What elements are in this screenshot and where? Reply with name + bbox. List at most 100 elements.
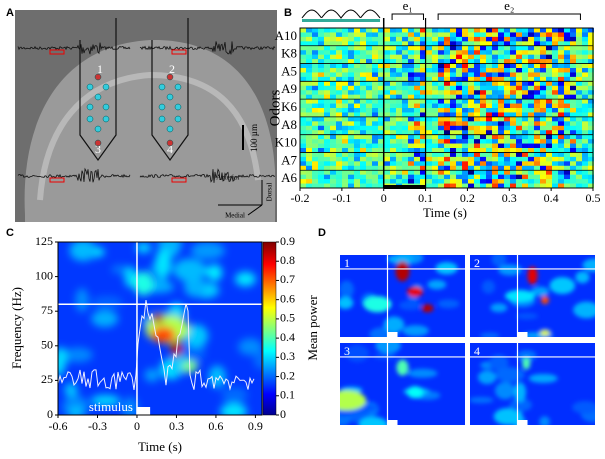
cell [414,54,420,60]
cell [588,116,594,122]
cell [444,68,450,73]
cell [336,139,342,144]
cell [456,143,462,149]
cell [378,116,384,122]
cell [336,81,342,87]
blob [69,405,83,415]
cell [576,183,582,189]
cell [564,174,570,180]
cell [408,68,414,73]
cell [588,99,594,104]
cell [468,76,474,82]
cell [342,148,348,153]
cell [420,170,426,175]
cell [420,108,426,113]
probe [79,18,117,162]
cell [456,130,462,135]
cell [300,90,306,95]
cell [408,161,414,167]
cell [414,76,420,82]
cell [492,152,498,158]
cell [432,41,438,47]
cell [396,179,402,184]
cell [486,85,492,91]
blob [221,387,248,404]
raster-heatmap [300,28,594,189]
cell [348,165,354,171]
cell [402,130,408,135]
cell [432,76,438,82]
cell [402,112,408,118]
cell [420,161,426,167]
cell [468,116,474,122]
cell [450,125,456,131]
cell [558,81,564,87]
cell [438,134,444,140]
electrode [174,103,182,111]
cell [384,125,390,131]
cell [468,32,474,38]
cell [336,32,342,38]
cell [372,59,378,64]
cell [306,103,312,109]
cell [486,76,492,82]
cell [312,179,318,184]
trace [139,41,276,55]
cell [336,108,342,113]
cell [396,139,402,144]
cell [504,94,510,100]
cell [396,152,402,158]
blob [435,262,458,275]
cell [456,134,462,140]
cell [300,94,306,100]
cell [492,121,498,127]
cell [432,103,438,109]
cell [348,116,354,122]
cell [486,108,492,113]
cell [516,125,522,131]
cell [318,134,324,140]
cell [396,90,402,95]
cell [498,63,504,69]
cell [570,116,576,122]
cell [390,103,396,109]
cell [432,81,438,87]
cell [444,28,450,33]
cell [480,68,486,73]
cell [552,143,558,149]
cell [522,125,528,131]
cell [552,54,558,60]
cell [510,90,516,95]
cell [510,63,516,69]
cell [480,174,486,180]
cell [306,90,312,95]
cell [582,63,588,69]
cell [306,45,312,51]
cell [306,41,312,47]
cell [486,165,492,171]
cell [360,103,366,109]
cell [462,99,468,104]
cell [318,28,324,33]
cell [510,54,516,60]
cell [558,54,564,60]
cell [432,152,438,158]
cell [486,121,492,127]
cell [540,85,546,91]
cell [558,156,564,162]
cell [468,85,474,91]
cell [354,152,360,158]
cell [312,94,318,100]
cell [534,103,540,109]
cell [510,41,516,47]
cell [390,90,396,95]
cell [450,45,456,51]
cell [588,72,594,78]
x-tick-label: 0.3 [502,191,517,205]
cell [402,152,408,158]
cell [402,36,408,42]
cell [552,130,558,135]
cell [372,36,378,42]
cell [588,174,594,180]
cell [348,99,354,104]
